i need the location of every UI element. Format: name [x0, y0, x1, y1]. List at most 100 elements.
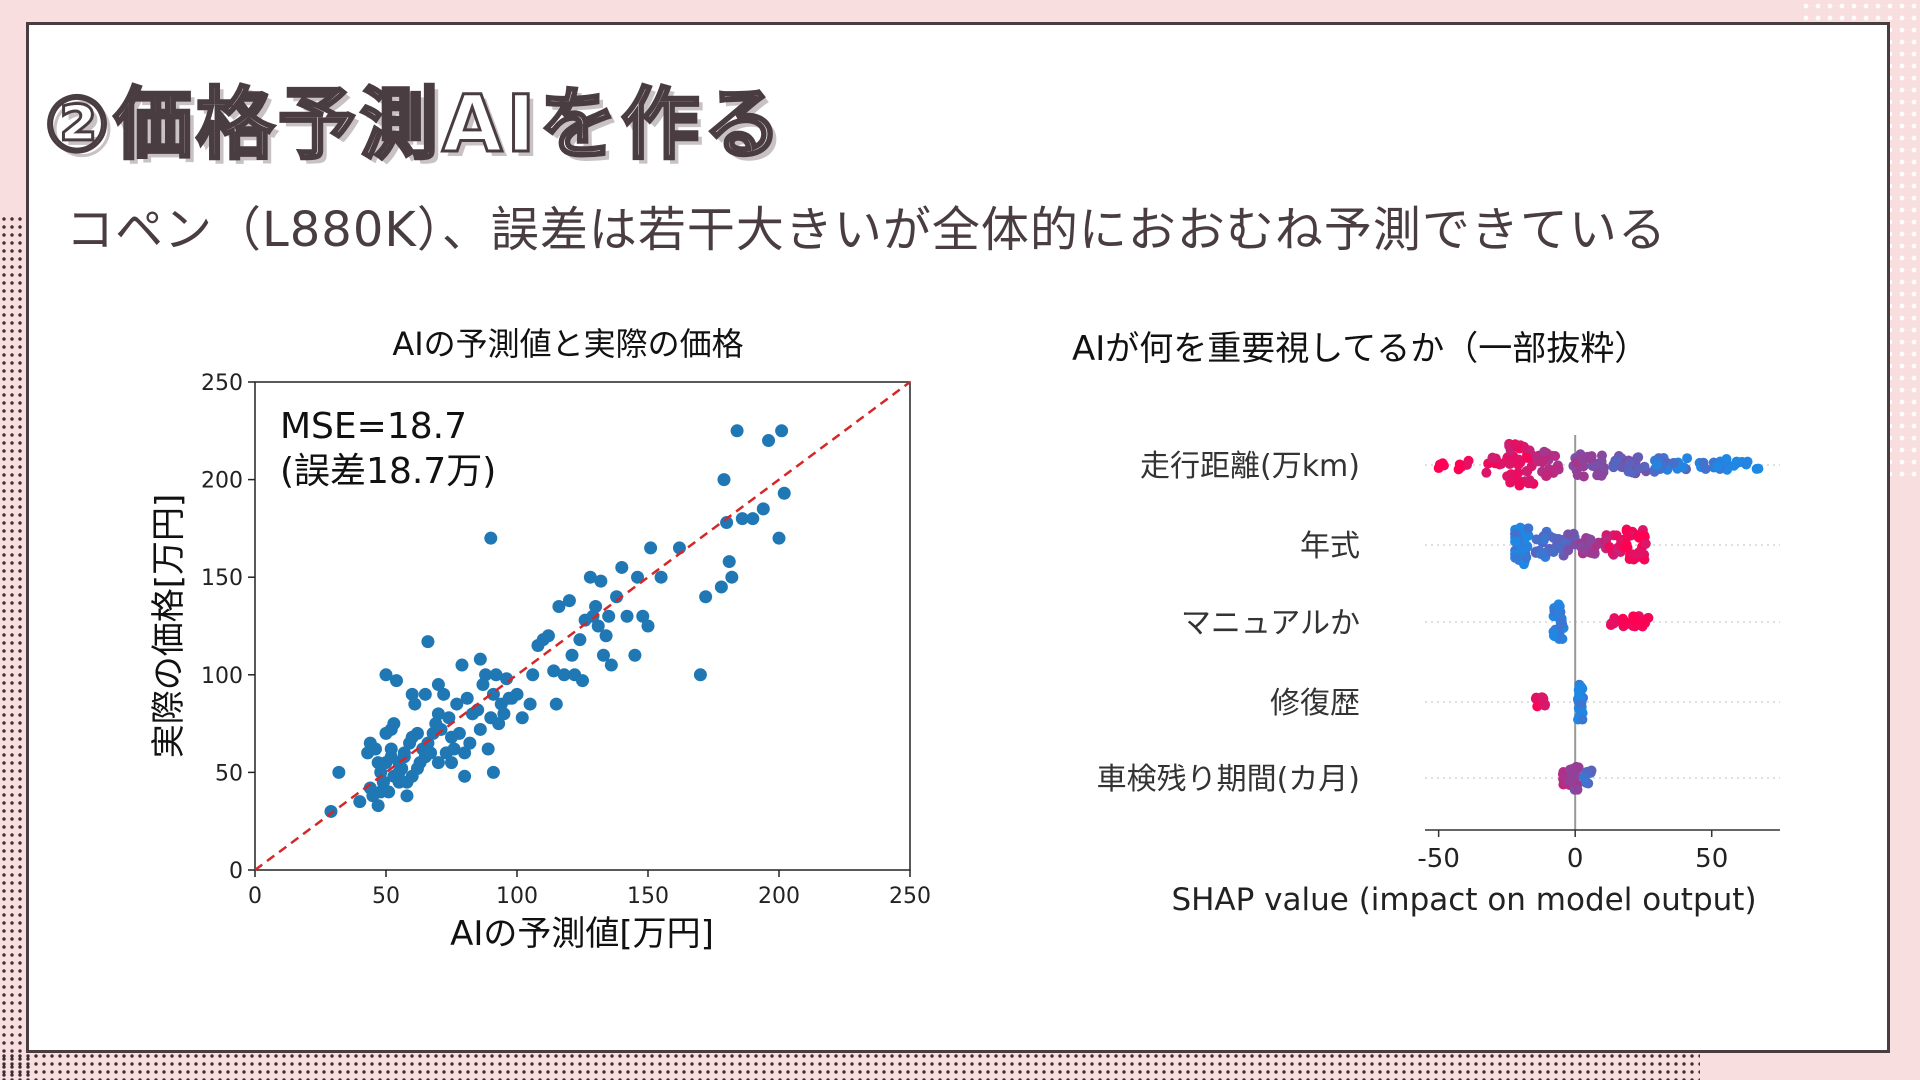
scatter-point: [573, 633, 587, 647]
scatter-point: [332, 765, 346, 779]
scatter-point: [693, 668, 707, 682]
shap-feature-label: 車検残り期間(カ月): [1097, 762, 1360, 797]
shap-point: [1454, 459, 1465, 470]
scatter-point: [418, 687, 432, 701]
scatter-point: [421, 635, 435, 649]
scatter-point: [746, 512, 760, 526]
scatter-point: [644, 541, 658, 555]
scatter-point: [602, 609, 616, 623]
shap-point: [1487, 452, 1498, 463]
slide-subtitle: コペン（L880K）、誤差は若干大きいが全体的におおむね予測できている: [66, 202, 1667, 258]
y-tick-label: 100: [201, 664, 243, 689]
scatter-title: AIの予測値と実際の価格: [392, 325, 743, 363]
shap-point: [1516, 545, 1527, 556]
x-tick-label: 100: [496, 884, 538, 909]
scatter-point: [424, 746, 438, 760]
shap-point: [1523, 523, 1534, 534]
scatter-point: [324, 804, 338, 818]
scatter-point: [353, 795, 367, 809]
shap-point: [1596, 456, 1607, 467]
shap-point: [1548, 533, 1559, 544]
scatter-point: [408, 697, 422, 711]
shap-point: [1556, 633, 1567, 644]
x-tick-label: 150: [627, 884, 669, 909]
scatter-point: [552, 599, 566, 613]
scatter-point: [486, 765, 500, 779]
scatter-point: [376, 775, 390, 789]
shap-point: [1640, 538, 1651, 549]
shap-point: [1523, 478, 1534, 489]
x-tick-label: 200: [758, 884, 800, 909]
shap-point: [1628, 611, 1639, 622]
shap-point: [1437, 458, 1448, 469]
slide-title: ②価格予測AIを作る: [42, 79, 786, 172]
shap-point: [1518, 441, 1529, 452]
scatter-point: [615, 560, 629, 574]
scatter-point: [631, 570, 645, 584]
y-tick-label: 200: [201, 469, 243, 494]
scatter-point: [410, 761, 424, 775]
shap-feature-label: 走行距離(万km): [1140, 449, 1360, 484]
scatter-point: [586, 609, 600, 623]
scatter-point: [374, 765, 388, 779]
scatter-point: [445, 730, 458, 744]
scatter-point: [735, 512, 749, 526]
scatter-point: [722, 555, 736, 569]
scatter-point: [479, 668, 493, 682]
scatter-ylabel: 実際の価格[万円]: [149, 494, 189, 759]
scatter-point: [473, 722, 487, 736]
scatter-point: [583, 570, 597, 584]
shap-chart: AIが何を重要視してるか（一部抜粋） 走行距離(万km) 年式マニュアルか修復歴車…: [1072, 329, 1780, 918]
scatter-point: [445, 756, 458, 770]
shap-point: [1633, 452, 1644, 463]
shap-point: [1577, 714, 1588, 725]
scatter-point: [450, 697, 464, 711]
scatter-point: [717, 473, 731, 487]
shap-point: [1563, 545, 1574, 556]
scatter-point: [628, 648, 642, 662]
shap-point: [1551, 462, 1562, 473]
scatter-point: [497, 707, 511, 721]
scatter-point: [473, 652, 487, 666]
scatter-point: [458, 769, 472, 783]
shap-point: [1636, 548, 1647, 559]
shap-x-tick-label: 0: [1567, 844, 1584, 874]
scatter-point: [541, 629, 555, 643]
shap-point: [1539, 533, 1550, 544]
dot-pattern-bottom: [0, 1052, 1700, 1080]
shap-point: [1504, 459, 1515, 470]
shap-x-tick-label: 50: [1695, 844, 1728, 874]
shap-feature-label: マニュアルか: [1181, 606, 1360, 641]
scatter-point: [620, 609, 634, 623]
scatter-point: [384, 742, 398, 756]
shap-point: [1682, 453, 1693, 464]
scatter-point: [775, 424, 789, 438]
shap-point: [1510, 439, 1521, 450]
y-tick-label: 250: [201, 371, 243, 396]
scatter-point: [363, 736, 377, 750]
scatter-point: [510, 687, 524, 701]
scatter-point: [431, 678, 445, 692]
shap-point: [1537, 692, 1548, 703]
scatter-point: [549, 697, 563, 711]
scatter-point: [604, 658, 618, 672]
shap-point: [1537, 457, 1548, 468]
scatter-point: [547, 664, 561, 678]
scatter-point: [476, 678, 490, 692]
shap-point: [1550, 450, 1561, 461]
shap-point: [1587, 460, 1598, 471]
scatter-point: [371, 756, 385, 770]
scatter-point: [599, 629, 613, 643]
shap-point: [1753, 463, 1764, 474]
y-tick-label: 150: [201, 566, 243, 591]
shap-point: [1677, 462, 1688, 473]
shap-point: [1627, 549, 1638, 560]
shap-point: [1608, 618, 1619, 629]
shap-point: [1522, 452, 1533, 463]
shap-point: [1541, 471, 1552, 482]
scatter-point: [562, 594, 576, 608]
scatter-point: [374, 785, 388, 799]
shap-point: [1510, 536, 1521, 547]
scatter-point: [756, 502, 770, 516]
shap-point: [1578, 471, 1589, 482]
